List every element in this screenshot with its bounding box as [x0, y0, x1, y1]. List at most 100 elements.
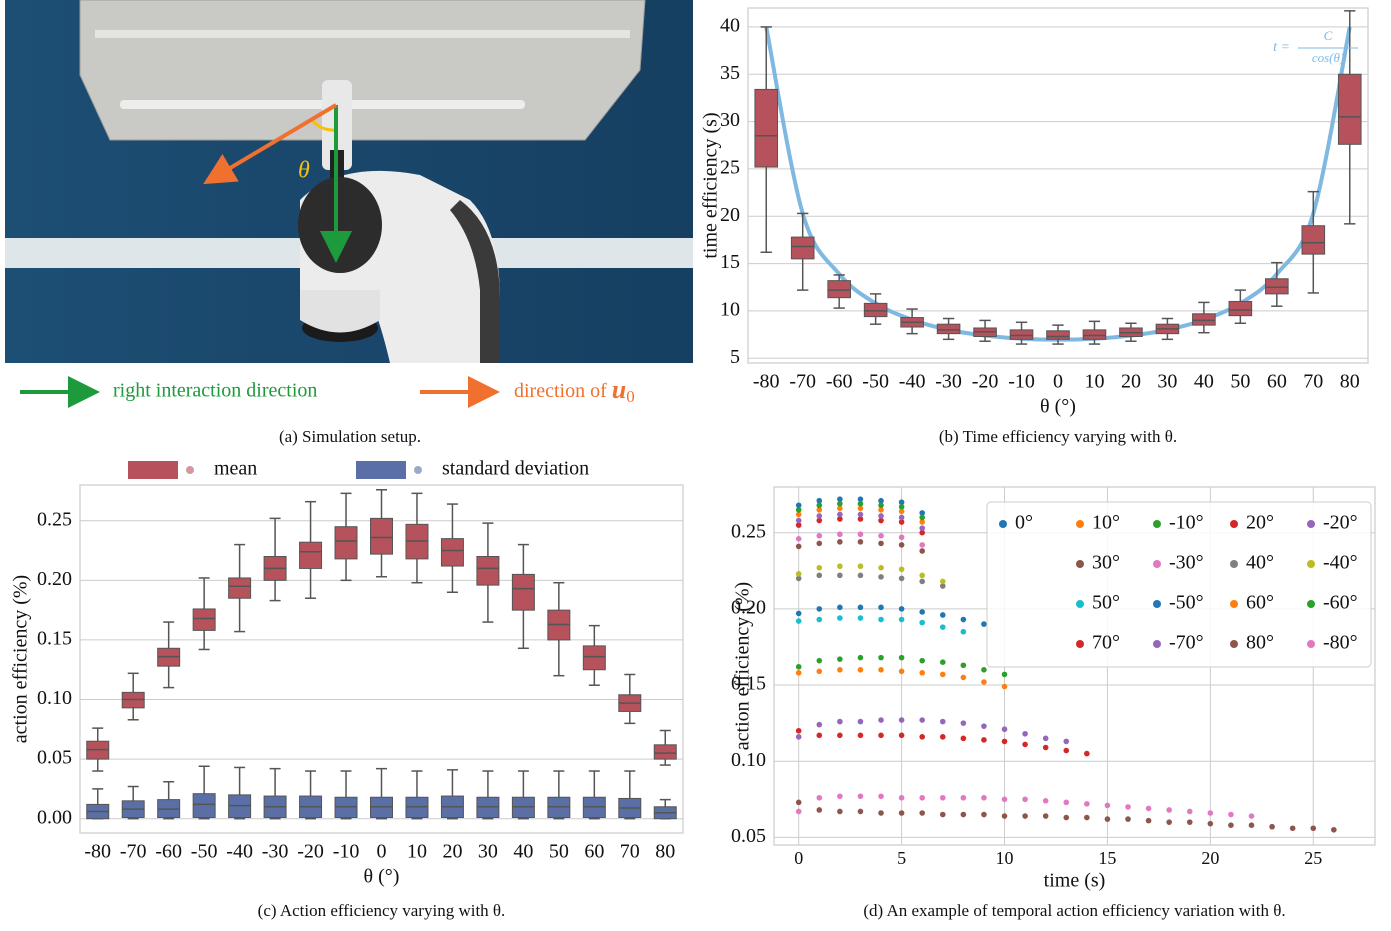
point [898, 668, 905, 675]
point [795, 511, 802, 518]
x-tick-label: -80 [84, 841, 111, 863]
point [878, 667, 884, 673]
cabinet-edge [95, 30, 630, 38]
point [919, 542, 925, 548]
point [898, 519, 905, 525]
point [878, 604, 884, 611]
point [1042, 798, 1049, 804]
legend-label: 50° [1092, 592, 1120, 614]
y-tick-label: 10 [720, 299, 740, 321]
point [1063, 738, 1070, 745]
theta-label: θ [298, 158, 310, 184]
point [1228, 822, 1234, 828]
y-tick-label: 0.10 [37, 687, 72, 709]
x-tick-label: 10 [996, 848, 1014, 868]
point [898, 717, 905, 723]
point [816, 540, 823, 547]
point [816, 732, 823, 739]
point [1001, 671, 1008, 678]
point [960, 720, 967, 726]
box [334, 526, 358, 560]
point [919, 609, 925, 615]
point [878, 502, 884, 509]
legend-text: right interaction direction [113, 380, 317, 402]
point [1022, 730, 1028, 737]
point [1186, 819, 1193, 825]
legend-dot [186, 466, 194, 474]
box [1192, 313, 1216, 326]
point [1104, 816, 1111, 822]
point [857, 516, 864, 522]
x-tick-label: 80 [1340, 371, 1360, 393]
legend-label: 0° [1015, 512, 1033, 534]
point [878, 497, 884, 504]
legend-swatch [128, 461, 178, 479]
point [898, 606, 905, 612]
point [939, 671, 946, 678]
point [898, 810, 905, 816]
x-tick-label: 20 [442, 841, 462, 863]
point [1166, 819, 1172, 825]
box [440, 538, 464, 567]
point [1001, 796, 1008, 803]
point [837, 496, 843, 502]
x-tick-label: -30 [935, 371, 962, 393]
legend-label: -50° [1169, 592, 1204, 614]
point [919, 525, 925, 531]
x-tick-label: 0 [1053, 371, 1063, 393]
x-tick-label: -30 [262, 841, 289, 863]
point [878, 654, 884, 661]
point [1125, 816, 1131, 822]
y-tick-label: 0.20 [731, 596, 766, 618]
point [795, 670, 802, 676]
point [878, 507, 884, 513]
point [816, 532, 823, 539]
point [1001, 813, 1008, 819]
point [898, 732, 905, 739]
point [795, 517, 802, 524]
x-tick-label: -50 [191, 841, 218, 863]
x-tick-label: 30 [1157, 371, 1177, 393]
point [878, 717, 884, 723]
point [857, 718, 864, 725]
point [960, 794, 967, 801]
point [898, 504, 905, 510]
point [919, 572, 925, 579]
point [795, 535, 802, 542]
box [192, 793, 216, 819]
point [837, 793, 843, 800]
point [795, 618, 802, 624]
point [857, 604, 864, 611]
legend-label: mean [214, 458, 257, 480]
legend-text-part: direction of [514, 380, 607, 402]
y-tick-label: 0.05 [731, 825, 766, 847]
y-tick-label: 30 [720, 109, 740, 131]
point [795, 507, 802, 513]
point [1022, 796, 1028, 803]
box [1228, 300, 1253, 317]
box [511, 573, 535, 611]
legend-dot [1153, 640, 1161, 648]
point [816, 517, 823, 524]
point [919, 514, 925, 521]
point [795, 575, 802, 582]
legend-label: -60° [1323, 592, 1358, 614]
point [1063, 799, 1070, 806]
flange-body [300, 290, 380, 333]
point [898, 542, 905, 548]
box [754, 88, 779, 168]
legend-label: standard deviation [442, 458, 589, 480]
point [1104, 802, 1111, 809]
point [795, 734, 802, 740]
point [837, 718, 843, 725]
point [1166, 807, 1172, 813]
point [837, 732, 843, 739]
point [878, 574, 884, 580]
box [1082, 329, 1107, 340]
y-tick-label: 0.20 [37, 568, 72, 590]
point [878, 616, 884, 623]
box [228, 577, 252, 599]
point [898, 534, 905, 541]
x-tick-label: -70 [789, 371, 816, 393]
